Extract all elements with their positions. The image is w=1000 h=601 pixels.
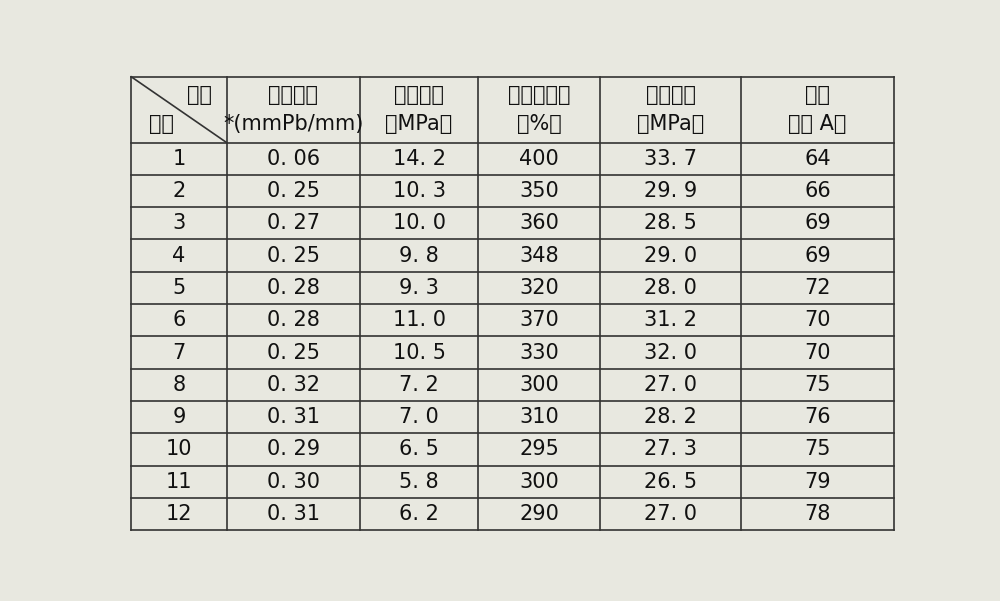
Text: 7. 0: 7. 0 [399, 407, 439, 427]
Text: 27. 0: 27. 0 [644, 375, 697, 395]
Text: 79: 79 [804, 472, 831, 492]
Text: 0. 29: 0. 29 [267, 439, 320, 460]
Text: （邵 A）: （邵 A） [788, 114, 847, 134]
Text: （%）: （%） [517, 114, 562, 134]
Text: 29. 9: 29. 9 [644, 181, 697, 201]
Text: 75: 75 [804, 439, 831, 460]
Text: 78: 78 [804, 504, 831, 524]
Text: （MPa）: （MPa） [637, 114, 704, 134]
Text: 32. 0: 32. 0 [644, 343, 697, 362]
Text: 0. 25: 0. 25 [267, 181, 320, 201]
Text: 拉伸强度: 拉伸强度 [394, 85, 444, 105]
Text: 300: 300 [519, 375, 559, 395]
Text: 9. 3: 9. 3 [399, 278, 439, 298]
Text: 0. 06: 0. 06 [267, 148, 320, 169]
Text: *(mmPb/mm): *(mmPb/mm) [223, 114, 363, 134]
Text: 0. 31: 0. 31 [267, 407, 320, 427]
Text: 69: 69 [804, 213, 831, 233]
Text: 295: 295 [519, 439, 559, 460]
Text: 28. 5: 28. 5 [644, 213, 697, 233]
Text: 310: 310 [519, 407, 559, 427]
Text: 4: 4 [172, 246, 185, 266]
Text: 比铅当量: 比铅当量 [268, 85, 318, 105]
Text: 1: 1 [172, 148, 185, 169]
Text: 360: 360 [519, 213, 559, 233]
Text: （MPa）: （MPa） [385, 114, 453, 134]
Text: 69: 69 [804, 246, 831, 266]
Text: 5: 5 [172, 278, 185, 298]
Text: 10. 5: 10. 5 [393, 343, 446, 362]
Text: 400: 400 [519, 148, 559, 169]
Text: 10. 0: 10. 0 [393, 213, 446, 233]
Text: 6. 2: 6. 2 [399, 504, 439, 524]
Text: 320: 320 [519, 278, 559, 298]
Text: 实例: 实例 [149, 114, 174, 134]
Text: 370: 370 [519, 310, 559, 330]
Text: 12: 12 [166, 504, 192, 524]
Text: 11: 11 [166, 472, 192, 492]
Text: 0. 32: 0. 32 [267, 375, 320, 395]
Text: 断裂伸长率: 断裂伸长率 [508, 85, 570, 105]
Text: 29. 0: 29. 0 [644, 246, 697, 266]
Text: 27. 0: 27. 0 [644, 504, 697, 524]
Text: 33. 7: 33. 7 [644, 148, 697, 169]
Text: 11. 0: 11. 0 [393, 310, 446, 330]
Text: 75: 75 [804, 375, 831, 395]
Text: 0. 28: 0. 28 [267, 310, 320, 330]
Text: 0. 25: 0. 25 [267, 246, 320, 266]
Text: 348: 348 [519, 246, 559, 266]
Text: 31. 2: 31. 2 [644, 310, 697, 330]
Text: 8: 8 [172, 375, 185, 395]
Text: 350: 350 [519, 181, 559, 201]
Text: 2: 2 [172, 181, 185, 201]
Text: 10. 3: 10. 3 [393, 181, 446, 201]
Text: 14. 2: 14. 2 [393, 148, 446, 169]
Text: 70: 70 [804, 343, 831, 362]
Text: 6. 5: 6. 5 [399, 439, 439, 460]
Text: 300: 300 [519, 472, 559, 492]
Text: 0. 25: 0. 25 [267, 343, 320, 362]
Text: 27. 3: 27. 3 [644, 439, 697, 460]
Text: 9. 8: 9. 8 [399, 246, 439, 266]
Text: 3: 3 [172, 213, 185, 233]
Text: 28. 0: 28. 0 [644, 278, 697, 298]
Text: 66: 66 [804, 181, 831, 201]
Text: 330: 330 [519, 343, 559, 362]
Text: 5. 8: 5. 8 [399, 472, 439, 492]
Text: 9: 9 [172, 407, 186, 427]
Text: 290: 290 [519, 504, 559, 524]
Text: 性能: 性能 [187, 85, 212, 105]
Text: 0. 30: 0. 30 [267, 472, 320, 492]
Text: 硬度: 硬度 [805, 85, 830, 105]
Text: 6: 6 [172, 310, 186, 330]
Text: 7: 7 [172, 343, 185, 362]
Text: 76: 76 [804, 407, 831, 427]
Text: 64: 64 [804, 148, 831, 169]
Text: 26. 5: 26. 5 [644, 472, 697, 492]
Text: 7. 2: 7. 2 [399, 375, 439, 395]
Text: 10: 10 [166, 439, 192, 460]
Text: 72: 72 [804, 278, 831, 298]
Text: 0. 31: 0. 31 [267, 504, 320, 524]
Text: 0. 28: 0. 28 [267, 278, 320, 298]
Text: 0. 27: 0. 27 [267, 213, 320, 233]
Text: 斯裂强度: 斯裂强度 [646, 85, 696, 105]
Text: 70: 70 [804, 310, 831, 330]
Text: 28. 2: 28. 2 [644, 407, 697, 427]
